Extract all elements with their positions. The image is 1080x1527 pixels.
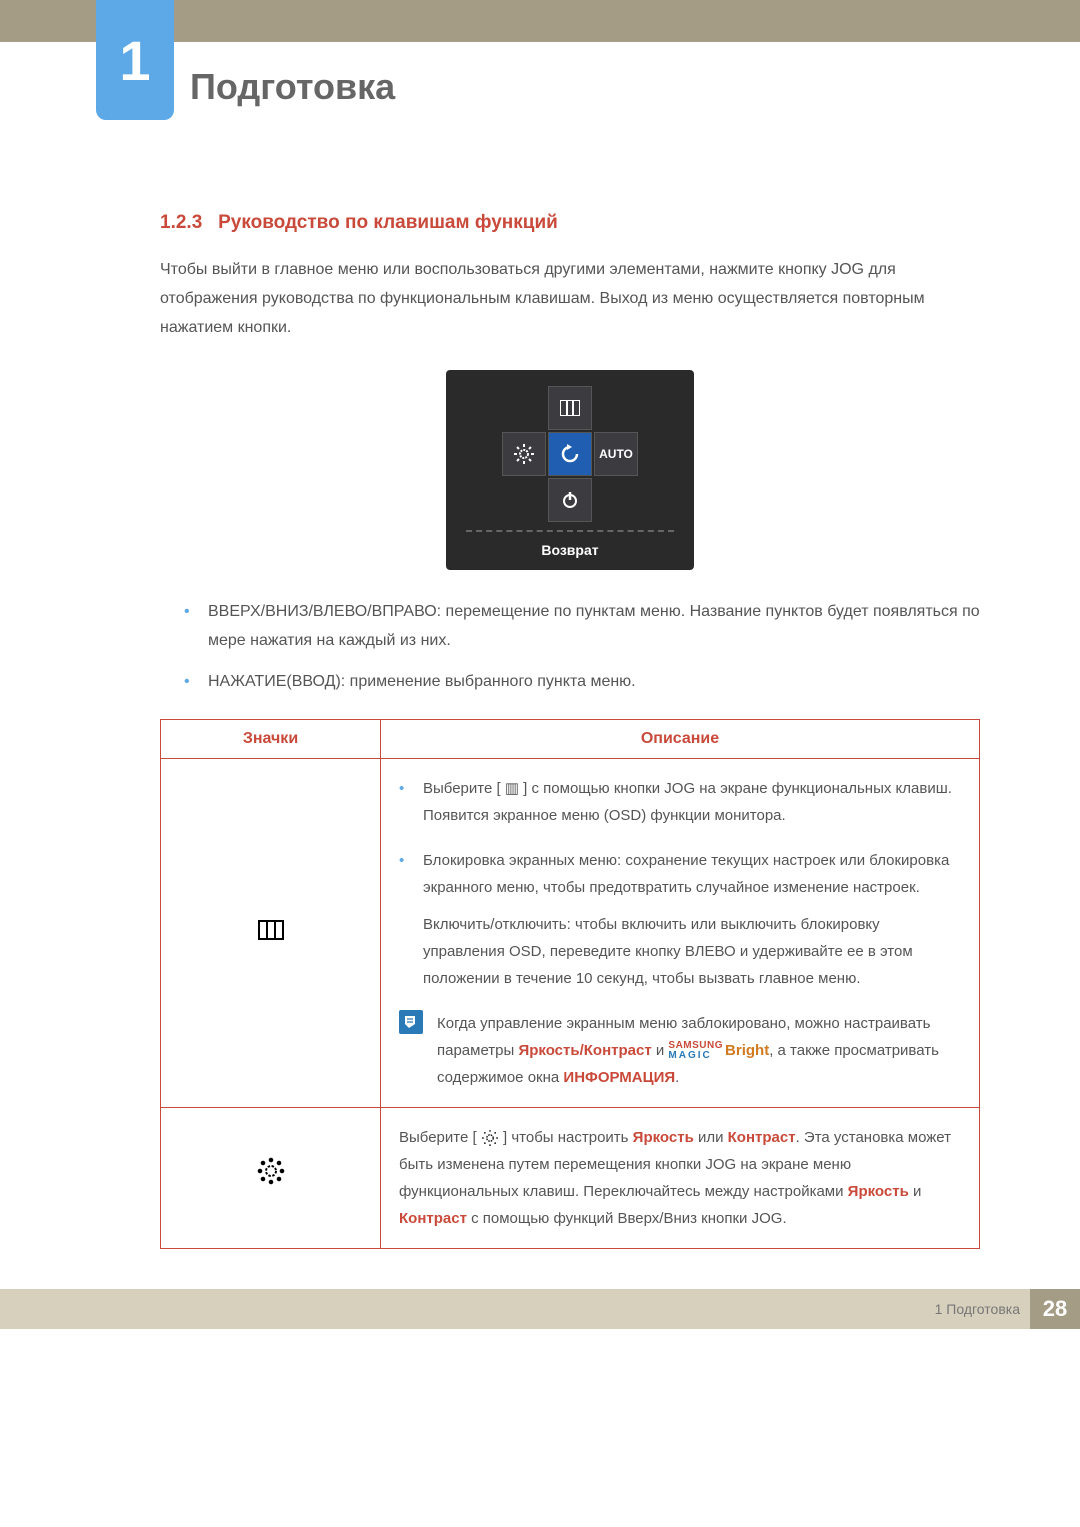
note-brightness-contrast: Яркость/Контраст [518, 1042, 651, 1059]
table-row: Выберите [ ▥ ] с помощью кнопки JOG на э… [161, 758, 980, 1107]
section-title: Руководство по клавишам функций [218, 212, 558, 233]
table-icon-cell [161, 1107, 381, 1248]
r2-contrast: Контраст [728, 1129, 796, 1146]
bullet-item: ВВЕРХ/ВНИЗ/ВЛЕВО/ВПРАВО: перемещение по … [184, 598, 980, 656]
section-number: 1.2.3 [160, 212, 202, 233]
chapter-header: 1 Подготовка [0, 42, 1080, 132]
page: 1 Подготовка 1.2.3 Руководство по клавиш… [0, 0, 1080, 1329]
footer-bar: 1 Подготовка 28 [0, 1289, 1080, 1329]
section-header: 1.2.3 Руководство по клавишам функций [160, 212, 980, 234]
jog-down-power-icon [548, 478, 592, 522]
intro-paragraph: Чтобы выйти в главное меню или воспользо… [160, 256, 980, 342]
jog-empty [502, 478, 546, 522]
note-bright: Bright [725, 1042, 769, 1059]
note-text: Когда управление экранным меню заблокиро… [437, 1010, 961, 1091]
icon-table: Значки Описание Выберите [ ▥ ] с помощью… [160, 719, 980, 1249]
note-icon [399, 1010, 423, 1034]
r2-brightness: Яркость [633, 1129, 694, 1146]
menu-icon [258, 919, 284, 946]
r2-line2b: c помощью функций Вверх/Вниз кнопки JOG. [467, 1210, 787, 1227]
jog-up-menu-icon [548, 386, 592, 430]
r2-post: ] чтобы настроить [499, 1129, 633, 1146]
brightness-icon [257, 1164, 285, 1191]
r2-brightness2: Яркость [848, 1183, 909, 1200]
jog-center-return-icon [548, 432, 592, 476]
bullet-list: ВВЕРХ/ВНИЗ/ВЛЕВО/ВПРАВО: перемещение по … [184, 598, 980, 696]
r2-dot: . [796, 1129, 800, 1146]
note-end: . [675, 1069, 679, 1086]
r2-pre: Выберите [ [399, 1129, 481, 1146]
chapter-number-badge: 1 [96, 0, 174, 120]
jog-return-label: Возврат [446, 542, 694, 558]
jog-empty [594, 386, 638, 430]
note-info: ИНФОРМАЦИЯ [563, 1069, 675, 1086]
table-header-icons: Значки [161, 719, 381, 758]
desc-extra: Включить/отключить: чтобы включить или в… [423, 911, 961, 992]
jog-cross: AUTO [446, 386, 694, 522]
samsung-magic-logo: SAMSUNGMAGIC [668, 1041, 723, 1061]
note-mid: и [652, 1042, 669, 1059]
jog-right-auto: AUTO [594, 432, 638, 476]
table-desc-cell: Выберите [ ] чтобы настроить Яркость или… [381, 1107, 980, 1248]
bullet-item: НАЖАТИЕ(ВВОД): применение выбранного пун… [184, 668, 980, 697]
footer-page-number: 28 [1030, 1289, 1080, 1329]
jog-divider [466, 530, 674, 532]
content: 1.2.3 Руководство по клавишам функций Чт… [0, 132, 1080, 1289]
jog-empty [502, 386, 546, 430]
jog-empty [594, 478, 638, 522]
table-desc-cell: Выберите [ ▥ ] с помощью кнопки JOG на э… [381, 758, 980, 1107]
note-box: Когда управление экранным меню заблокиро… [399, 1010, 961, 1091]
table-header-desc: Описание [381, 719, 980, 758]
desc-item: Выберите [ ▥ ] с помощью кнопки JOG на э… [399, 775, 961, 829]
r2-contrast2: Контраст [399, 1210, 467, 1227]
jog-diagram: AUTO Возврат [446, 370, 694, 570]
brightness-inline-icon [481, 1129, 499, 1147]
r2-or: или [694, 1129, 728, 1146]
jog-left-brightness-icon [502, 432, 546, 476]
r2-and: и [909, 1183, 922, 1200]
desc-text: Блокировка экранных меню: сохранение тек… [423, 852, 949, 896]
table-row: Выберите [ ] чтобы настроить Яркость или… [161, 1107, 980, 1248]
table-icon-cell [161, 758, 381, 1107]
chapter-title: Подготовка [190, 66, 395, 108]
footer-label: 1 Подготовка [935, 1301, 1020, 1317]
desc-item: Блокировка экранных меню: сохранение тек… [399, 847, 961, 992]
